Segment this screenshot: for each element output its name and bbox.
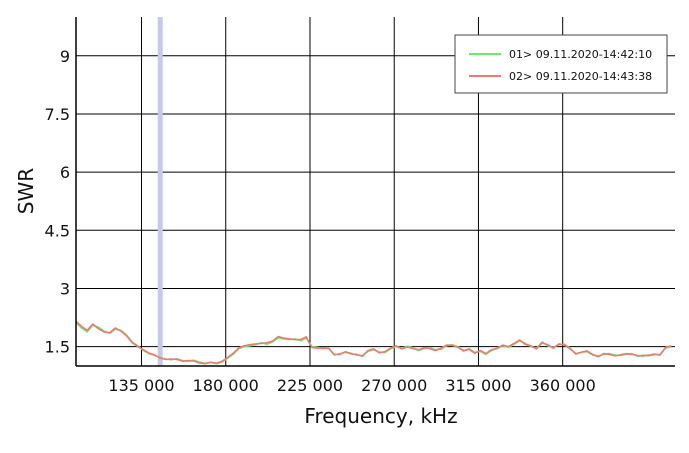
y-tick-label: 9 xyxy=(60,47,70,66)
legend: 01> 09.11.2020-14:42:10 02> 09.11.2020-1… xyxy=(454,34,668,94)
y-tick-label: 1.5 xyxy=(45,338,70,357)
x-tick-label: 270 000 xyxy=(361,376,427,395)
y-tick-label: 7.5 xyxy=(45,105,70,124)
series-layer xyxy=(75,320,672,365)
y-tick-labels: 1.5 3 4.5 6 7.5 9 xyxy=(45,47,70,357)
y-axis-label: SWR xyxy=(14,168,38,214)
x-tick-labels: 135 000 180 000 225 000 270 000 315 000 360 0… xyxy=(108,376,595,395)
legend-label-series-2: 02> 09.11.2020-14:43:38 xyxy=(509,70,652,83)
x-tick-label: 135 000 xyxy=(108,376,174,395)
x-axis-label: Frequency, kHz xyxy=(304,404,457,428)
y-tick-label: 6 xyxy=(60,163,70,182)
frequency-marker-layer xyxy=(157,17,163,366)
x-tick-label: 180 000 xyxy=(193,376,259,395)
x-tick-label: 225 000 xyxy=(277,376,343,395)
x-tick-label: 315 000 xyxy=(445,376,511,395)
series-line-2 xyxy=(75,320,672,365)
y-tick-label: 3 xyxy=(60,279,70,298)
grid-lines xyxy=(76,17,675,366)
legend-box xyxy=(454,34,668,94)
y-tick-label: 4.5 xyxy=(45,221,70,240)
frequency-marker xyxy=(157,17,163,366)
x-tick-label: 360 000 xyxy=(530,376,596,395)
legend-label-series-1: 01> 09.11.2020-14:42:10 xyxy=(509,48,652,61)
axes xyxy=(75,17,675,367)
